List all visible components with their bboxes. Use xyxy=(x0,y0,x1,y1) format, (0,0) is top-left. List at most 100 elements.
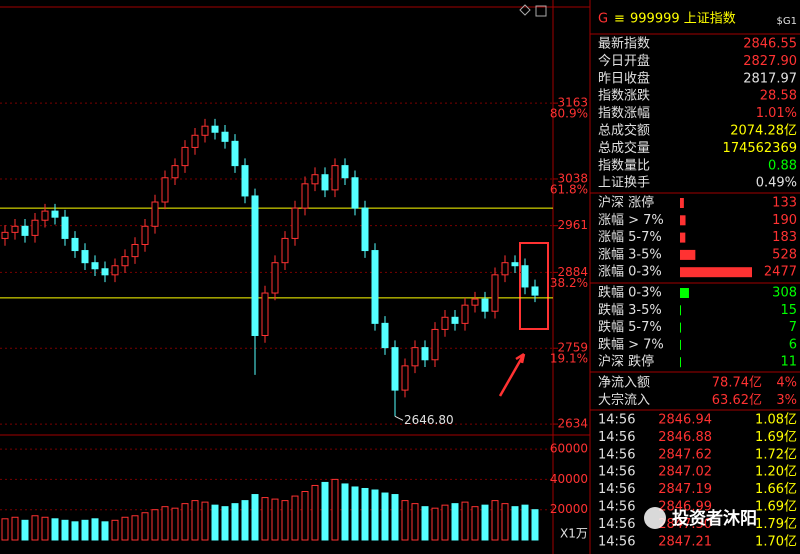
volume-bar xyxy=(91,518,99,541)
breadth-bar xyxy=(680,249,696,260)
volume-bar xyxy=(211,504,219,541)
candle-body xyxy=(341,165,349,179)
candle-body xyxy=(261,292,269,336)
fib-label: 19.1% xyxy=(550,352,588,366)
volume-bar xyxy=(1,518,9,541)
quote-label: 今日开盘 xyxy=(598,53,650,69)
breadth-count: 528 xyxy=(772,247,797,262)
breadth-bar xyxy=(680,288,689,298)
candle-body xyxy=(451,316,459,324)
quote-value: 2817.97 xyxy=(743,71,797,86)
candle-body xyxy=(221,131,229,142)
icon-window[interactable] xyxy=(535,5,547,17)
quote-value: 2827.90 xyxy=(743,54,797,69)
flow-label: 大宗流入 xyxy=(598,392,650,408)
candle-body xyxy=(291,207,299,239)
volume-unit: X1万 xyxy=(560,527,588,541)
breadth-label: 涨幅 0-3% xyxy=(598,265,662,280)
candle-body xyxy=(161,177,169,203)
fib-label: 38.2% xyxy=(550,276,588,290)
quote-label: 昨日收盘 xyxy=(598,70,650,86)
volume-bar xyxy=(221,506,229,541)
security-title: 999999 上证指数 xyxy=(630,12,736,27)
tick-volume: 1.66亿 xyxy=(755,482,797,497)
candle-body xyxy=(1,231,9,239)
candle-body xyxy=(211,125,219,133)
candle-body xyxy=(511,262,519,267)
security-tag: $G1 xyxy=(777,16,797,27)
volume-bar xyxy=(441,504,449,541)
tick-price: 2846.94 xyxy=(658,413,712,428)
candle-body xyxy=(271,262,279,294)
candle-body xyxy=(401,365,409,391)
volume-bar xyxy=(511,506,519,541)
y-tick-label: 2884 xyxy=(557,265,588,279)
volume-bar xyxy=(81,519,89,541)
tick-time: 14:56 xyxy=(598,482,635,497)
candle-body xyxy=(21,225,29,236)
volume-bar xyxy=(391,494,399,541)
candle-body xyxy=(391,347,399,391)
volume-bar xyxy=(501,503,509,541)
low-pointer xyxy=(394,415,404,421)
candle-body xyxy=(301,183,309,209)
highlight-box xyxy=(519,242,549,330)
volume-bar xyxy=(281,500,289,541)
breadth-bar xyxy=(680,215,686,226)
candle-body xyxy=(421,347,429,361)
volume-bar xyxy=(431,507,439,541)
volume-bar xyxy=(31,515,39,541)
breadth-bar xyxy=(680,305,681,316)
volume-bar xyxy=(531,509,539,541)
volume-bar xyxy=(191,500,199,541)
candle-body xyxy=(411,347,419,367)
quote-value: 1.01% xyxy=(756,106,797,121)
candle-body xyxy=(51,210,59,218)
tick-price: 2847.30 xyxy=(658,517,712,532)
tick-volume: 1.08亿 xyxy=(755,413,797,428)
quote-label: 指数涨跌 xyxy=(598,88,650,104)
volume-bar xyxy=(41,516,49,541)
candle-body xyxy=(461,304,469,324)
breadth-count: 2477 xyxy=(764,265,797,280)
candle-body xyxy=(531,286,539,296)
fib-label: 61.8% xyxy=(550,182,588,196)
candle-body xyxy=(521,265,529,288)
volume-bar xyxy=(451,503,459,541)
breadth-label: 跌幅 0-3% xyxy=(598,285,662,301)
tick-time: 14:56 xyxy=(598,430,635,445)
flow-value: 63.62亿 xyxy=(712,393,762,408)
volume-bar xyxy=(471,506,479,541)
volume-tick-label: 40000 xyxy=(550,472,588,486)
y-tick-label: 2759 xyxy=(557,341,588,355)
tick-volume: 1.20亿 xyxy=(755,465,797,480)
volume-bar xyxy=(371,489,379,541)
volume-bar xyxy=(131,515,139,541)
volume-bar xyxy=(21,519,29,541)
candle-body xyxy=(11,225,19,233)
tick-time: 14:56 xyxy=(598,534,635,549)
volume-bar xyxy=(411,503,419,541)
volume-tick-label: 20000 xyxy=(550,502,588,516)
candle-body xyxy=(361,207,369,252)
candle-body xyxy=(281,237,289,264)
tick-volume: 1.70亿 xyxy=(755,534,797,549)
tick-time: 14:56 xyxy=(598,413,635,428)
breadth-label: 涨幅 > 7% xyxy=(598,213,664,228)
candle-body xyxy=(171,165,179,179)
volume-bar xyxy=(111,519,119,541)
icon-diamond[interactable] xyxy=(519,4,531,16)
candle-body xyxy=(431,328,439,361)
volume-bar xyxy=(341,483,349,541)
y-tick-label: 3163 xyxy=(557,96,588,110)
candle-body xyxy=(481,298,489,312)
volume-bar xyxy=(301,491,309,541)
tick-volume: 1.69亿 xyxy=(755,500,797,515)
fib-label: 80.9% xyxy=(550,107,588,121)
volume-bar xyxy=(311,484,319,541)
breadth-count: 183 xyxy=(772,230,797,245)
volume-tick-label: 60000 xyxy=(550,442,588,456)
breadth-count: 190 xyxy=(772,213,797,228)
quote-panel: G ≡ 999999 上证指数 $G1 最新指数 2846.55 今日开盘 2827.90 昨日… xyxy=(590,12,800,549)
